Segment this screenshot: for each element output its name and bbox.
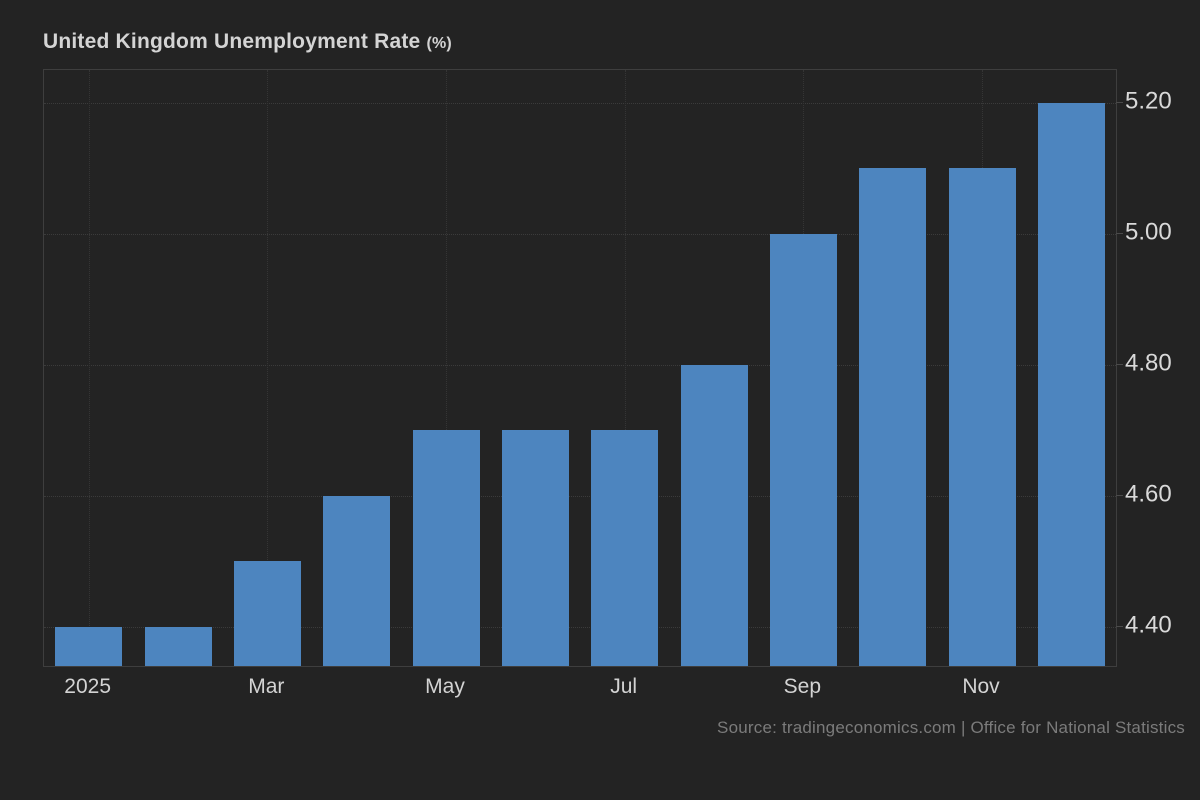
gridline-horizontal bbox=[44, 233, 1116, 235]
gridline-horizontal bbox=[44, 495, 1116, 497]
x-axis-label: Nov bbox=[962, 675, 1000, 698]
gridline-horizontal bbox=[44, 364, 1116, 366]
bar-oct[interactable] bbox=[859, 168, 927, 666]
bar-apr[interactable] bbox=[323, 495, 391, 666]
bar-aug[interactable] bbox=[680, 364, 748, 666]
y-axis-tick bbox=[1116, 101, 1123, 103]
chart-title-text: United Kingdom Unemployment Rate bbox=[43, 30, 421, 53]
gridline-vertical bbox=[624, 70, 626, 666]
y-axis-tick bbox=[1116, 625, 1123, 627]
bar-sep[interactable] bbox=[769, 233, 837, 666]
plot-area bbox=[43, 69, 1117, 667]
bar-jan[interactable] bbox=[55, 626, 123, 666]
source-attribution: Source: tradingeconomics.com | Office fo… bbox=[717, 718, 1185, 737]
gridline-vertical bbox=[267, 70, 269, 666]
bar-jul[interactable] bbox=[591, 430, 659, 666]
bar-feb[interactable] bbox=[144, 626, 212, 666]
y-axis-label: 4.80 bbox=[1125, 349, 1172, 377]
gridline-vertical bbox=[446, 70, 447, 666]
x-axis-label: Mar bbox=[248, 675, 285, 698]
y-axis-label: 5.00 bbox=[1125, 218, 1172, 246]
x-axis-label: 2025 bbox=[64, 675, 112, 698]
y-axis-label: 5.20 bbox=[1125, 87, 1172, 115]
x-axis-label: May bbox=[425, 675, 465, 698]
y-axis-label: 4.40 bbox=[1125, 611, 1172, 639]
y-axis-tick bbox=[1116, 232, 1123, 234]
gridline-vertical bbox=[88, 70, 90, 666]
bar-may[interactable] bbox=[412, 430, 480, 666]
chart-title-unit: (%) bbox=[426, 35, 452, 52]
x-axis-label: Jul bbox=[610, 675, 638, 698]
y-axis-tick bbox=[1116, 494, 1123, 496]
y-axis-tick bbox=[1116, 363, 1123, 365]
bar-mar[interactable] bbox=[233, 561, 301, 666]
bar-dec[interactable] bbox=[1037, 102, 1105, 666]
x-axis-label: Sep bbox=[783, 675, 822, 698]
bar-nov[interactable] bbox=[948, 168, 1016, 666]
gridline-horizontal bbox=[44, 102, 1116, 104]
gridline-horizontal bbox=[44, 626, 1116, 628]
bar-jun[interactable] bbox=[501, 430, 569, 666]
y-axis-label: 4.60 bbox=[1125, 480, 1172, 508]
chart-title: United Kingdom Unemployment Rate (%) bbox=[43, 30, 452, 54]
